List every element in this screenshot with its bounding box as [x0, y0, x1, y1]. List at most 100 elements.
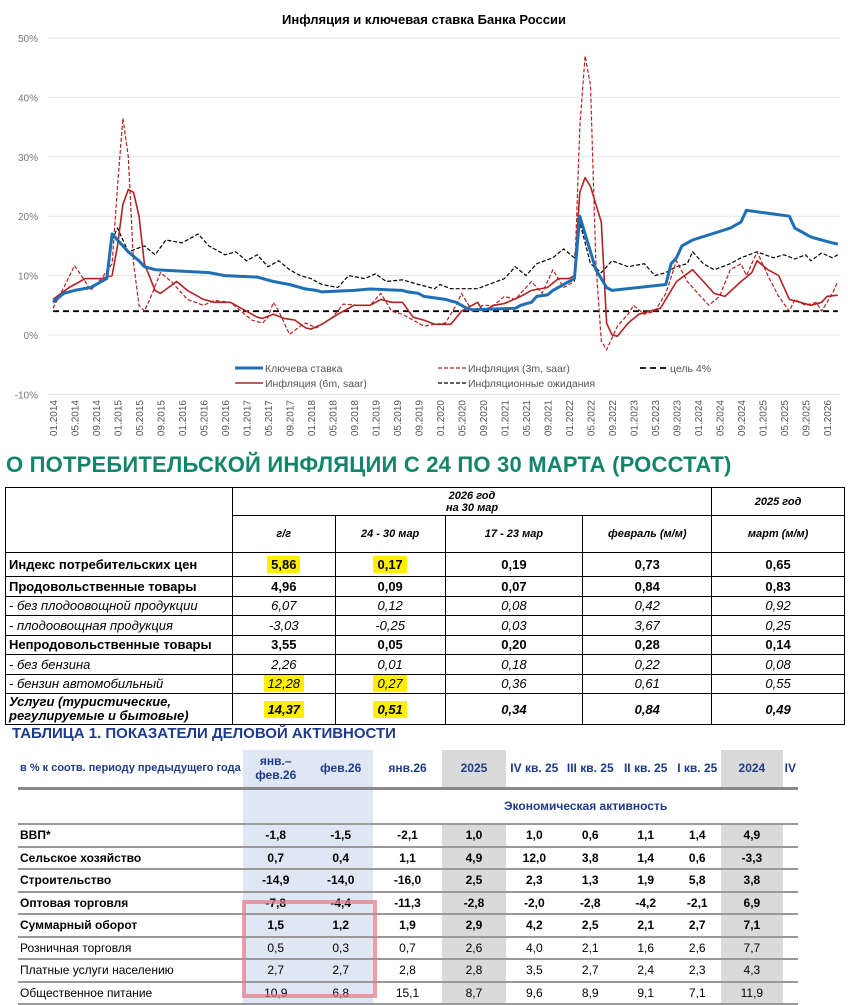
value-cell: 2,8: [373, 959, 442, 983]
cell-value: 0,84: [634, 701, 660, 717]
value-cell: -11,3: [373, 891, 442, 915]
value-cell: -2,1: [373, 824, 442, 848]
highlight-box: [242, 900, 377, 998]
table-row: - плодоовощная продукция -3,03 -0,25 0,03 3,…: [5, 615, 845, 636]
value-cell: 2,7: [308, 959, 374, 983]
cell-value: 0,08: [501, 598, 527, 614]
x-tick-label: 09.2020: [479, 400, 490, 437]
x-tick-label: 05.2019: [393, 400, 404, 437]
x-tick-label: 05.2017: [264, 400, 275, 437]
value-cell: 6,9: [721, 891, 783, 915]
y-tick-label: 50%: [18, 34, 38, 45]
row-label: Индекс потребительских цен: [5, 552, 233, 577]
x-tick-label: 01.2015: [114, 400, 125, 437]
value-cell: 4,3: [721, 959, 783, 983]
x-tick-label: 05.2024: [716, 400, 727, 437]
inflation-key-rate-chart: Инфляция и ключевая ставка Банка России -…: [15, 12, 840, 437]
row-label: Услуги (туристические, регулируемые и бы…: [5, 693, 233, 725]
value-cell: 4,2: [506, 914, 563, 938]
x-tick-label: 01.2020: [436, 400, 447, 437]
column-header: г/г: [231, 515, 336, 553]
row-label: - бензин автомобильный: [5, 673, 233, 694]
cell-value: 0,55: [765, 676, 791, 692]
column-header: янв.– фев.26: [243, 750, 309, 790]
table-row: - бензин автомобильный 12,28 0,27 0,36 0,61 0…: [5, 673, 845, 694]
cell-value: 6,07: [271, 598, 297, 614]
value-cell: 0,34: [444, 693, 584, 725]
x-tick-label: 09.2023: [673, 400, 684, 437]
value-cell: 0,6: [673, 846, 722, 870]
table-row: Индекс потребительских цен 5,86 0,17 0,19 0,…: [5, 552, 845, 577]
value-cell: 2,7: [673, 914, 722, 938]
value-cell: 0,73: [582, 552, 713, 577]
value-cell: 0,51: [334, 693, 446, 725]
row-label: Строительство: [18, 869, 244, 893]
legend-label: цель 4%: [670, 363, 711, 375]
x-tick-label: 09.2017: [286, 400, 297, 437]
series-line: [111, 221, 839, 290]
value-cell: 9,1: [617, 981, 674, 1005]
column-header: янв.26: [373, 750, 442, 790]
value-cell: 1,4: [617, 846, 674, 870]
value-cell: 8,7: [441, 981, 507, 1005]
cell-value: 0,25: [765, 617, 791, 633]
x-tick-label: 05.2016: [200, 400, 211, 437]
cell-value: 0,92: [765, 598, 791, 614]
row-label: Розничная торговля: [18, 936, 244, 960]
y-tick-label: 30%: [18, 153, 38, 164]
cell-value: 0,09: [377, 578, 403, 594]
value-cell: 0,83: [711, 576, 845, 597]
empty-cell: [782, 936, 798, 960]
value-cell: 0,08: [711, 654, 845, 675]
cell-value: 0,14: [765, 637, 791, 653]
value-cell: 0,03: [444, 615, 584, 636]
value-cell: -2,8: [441, 891, 507, 915]
column-header: 17 - 23 мар: [444, 515, 584, 553]
value-cell: 1,2: [308, 914, 374, 938]
column-header: I кв. 25: [673, 750, 722, 790]
empty-cell: [308, 788, 374, 825]
chart-title: Инфляция и ключевая ставка Банка России: [282, 12, 566, 27]
value-cell: 12,28: [231, 673, 336, 694]
y-tick-label: 10%: [18, 272, 38, 283]
value-cell: 0,36: [444, 673, 584, 694]
column-header: III кв. 25: [562, 750, 618, 790]
value-cell: -2,1: [673, 891, 722, 915]
value-cell: 2,3: [673, 959, 722, 983]
value-cell: 0,28: [582, 634, 713, 655]
cell-value: 0,73: [634, 557, 660, 572]
x-tick-label: 01.2022: [565, 400, 576, 437]
column-header: 2024: [721, 750, 783, 790]
cell-value: 0,65: [765, 557, 791, 572]
value-cell: 0,3: [308, 936, 374, 960]
value-cell: 0,7: [243, 846, 309, 870]
x-tick-label: 01.2014: [49, 400, 60, 437]
empty-cell: [18, 788, 244, 825]
table-row: Сельское хозяйство 0,7 0,4 1,1 4,9 12,0 3,8 1,4…: [18, 846, 798, 870]
y-tick-label: 0%: [24, 331, 39, 342]
value-cell: 0,08: [444, 595, 584, 616]
group-header: 2025 год: [711, 487, 845, 516]
value-cell: 0,09: [334, 576, 446, 597]
value-cell: 2,9: [441, 914, 507, 938]
value-cell: 0,07: [444, 576, 584, 597]
table-row: Оптовая торговля -7,8 -4,4 -11,3 -2,8 -2,0 -2,…: [18, 891, 798, 915]
value-cell: 2,3: [506, 869, 563, 893]
row-label: Оптовая торговля: [18, 891, 244, 915]
value-cell: 0,12: [334, 595, 446, 616]
value-cell: -16,0: [373, 869, 442, 893]
value-cell: 1,3: [562, 869, 618, 893]
cell-value: 5,86: [267, 556, 301, 573]
cell-value: -3,03: [268, 617, 299, 633]
value-cell: 2,7: [243, 959, 309, 983]
value-cell: 9,6: [506, 981, 563, 1005]
value-cell: 2,7: [562, 959, 618, 983]
y-tick-label: 20%: [18, 212, 38, 223]
cell-value: 0,36: [501, 676, 527, 692]
row-label: - без плодоовощной продукции: [5, 595, 233, 616]
row-label: Платные услуги населению: [18, 959, 244, 983]
table-row: Платные услуги населению 2,7 2,7 2,8 2,8 3,5 2…: [18, 959, 798, 983]
value-cell: 1,9: [373, 914, 442, 938]
series-line: [52, 176, 838, 338]
header-label: в % к соотв. периоду предыдущего года: [18, 750, 244, 790]
